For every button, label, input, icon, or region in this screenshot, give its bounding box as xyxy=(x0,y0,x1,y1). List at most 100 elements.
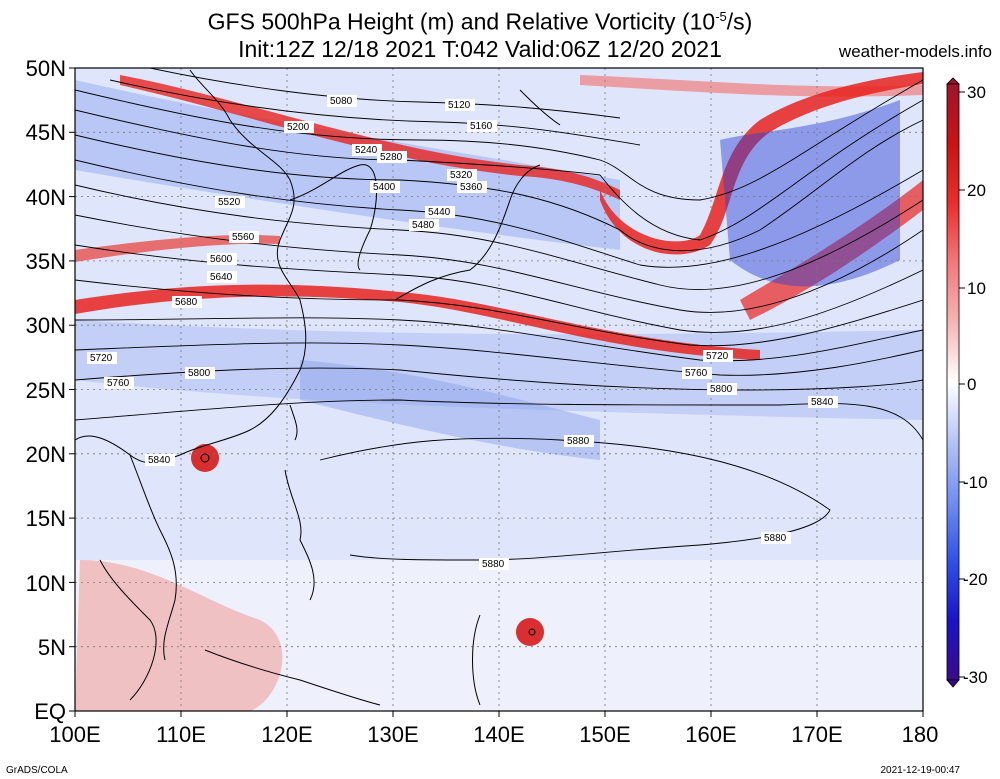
x-tick-140e: 140E xyxy=(473,722,524,747)
svg-text:5120: 5120 xyxy=(448,100,471,111)
contour-label-5720: 5720 xyxy=(87,352,117,364)
svg-text:5560: 5560 xyxy=(232,232,255,243)
y-tick-40n: 40N xyxy=(26,185,66,210)
x-tick-110e: 110E xyxy=(156,722,206,747)
contour-label-5760-east: 5760 xyxy=(682,367,712,379)
svg-text:5320: 5320 xyxy=(450,170,473,181)
colorbar: 30 20 10 0 -10 -20 -30 xyxy=(946,77,988,688)
contour-label-5120: 5120 xyxy=(445,99,475,111)
low-centers xyxy=(200,453,536,636)
colorbar-tick-30: 30 xyxy=(967,83,986,102)
svg-text:5440: 5440 xyxy=(428,207,451,218)
svg-text:5760: 5760 xyxy=(107,378,130,389)
contour-label-5600: 5600 xyxy=(207,253,237,265)
contour-label-5480: 5480 xyxy=(409,219,439,231)
contour-label-5800: 5800 xyxy=(185,367,215,379)
contour-label-5840: 5840 xyxy=(145,454,175,466)
x-tick-130e: 130E xyxy=(367,722,418,747)
svg-text:5400: 5400 xyxy=(373,182,396,193)
y-tick-35n: 35N xyxy=(26,249,66,274)
y-tick-20n: 20N xyxy=(26,442,66,467)
x-tick-180: 180 xyxy=(902,722,939,747)
colorbar-body xyxy=(946,83,960,681)
y-tick-5n: 5N xyxy=(38,635,66,660)
footer-timestamp: 2021-12-19-00:47 xyxy=(880,765,960,776)
contour-label-5880-east: 5880 xyxy=(761,532,791,544)
contour-label-5080: 5080 xyxy=(327,95,357,107)
contour-label-5320: 5320 xyxy=(447,169,477,181)
svg-text:5880: 5880 xyxy=(567,436,590,447)
svg-text:5880: 5880 xyxy=(764,533,787,544)
contour-labels: 5080 5120 5160 5200 5240 5280 5320 5360 … xyxy=(87,95,838,570)
colorbar-tick-0: 0 xyxy=(967,375,976,394)
y-tick-50n: 50N xyxy=(26,56,66,81)
colorbar-tick-20: 20 xyxy=(967,181,986,200)
svg-text:5240: 5240 xyxy=(355,145,378,156)
svg-text:5640: 5640 xyxy=(210,272,233,283)
svg-text:5600: 5600 xyxy=(210,254,233,265)
svg-text:5840: 5840 xyxy=(811,397,834,408)
contour-label-5840-east: 5840 xyxy=(808,396,838,408)
y-axis-labels: 50N 45N 40N 35N 30N 25N 20N 15N 10N 5N E… xyxy=(26,56,66,724)
contour-label-5880-south: 5880 xyxy=(479,558,509,570)
y-tick-25n: 25N xyxy=(26,378,66,403)
contour-label-5680: 5680 xyxy=(172,296,202,308)
colorbar-top-arrow xyxy=(946,77,960,85)
y-tick-15n: 15N xyxy=(26,506,66,531)
contour-label-5880: 5880 xyxy=(564,435,594,447)
contour-label-5400: 5400 xyxy=(370,181,400,193)
y-tick-10n: 10N xyxy=(26,571,66,596)
contour-label-5560: 5560 xyxy=(229,231,259,243)
chart-subtitle: Init:12Z 12/18 2021 T:042 Valid:06Z 12/2… xyxy=(238,36,722,62)
contour-label-5760: 5760 xyxy=(104,377,134,389)
contour-label-5240: 5240 xyxy=(352,144,382,156)
svg-text:5200: 5200 xyxy=(287,122,310,133)
contour-label-5160: 5160 xyxy=(467,120,497,132)
contour-label-5360: 5360 xyxy=(457,181,487,193)
svg-text:5840: 5840 xyxy=(148,455,171,466)
contour-label-5800-east: 5800 xyxy=(707,383,737,395)
svg-text:5880: 5880 xyxy=(482,559,505,570)
svg-text:5720: 5720 xyxy=(706,351,729,362)
y-tick-30n: 30N xyxy=(26,313,66,338)
colorbar-tick-minus30: -30 xyxy=(963,668,988,687)
contour-label-5640: 5640 xyxy=(207,271,237,283)
x-tick-150e: 150E xyxy=(579,722,630,747)
contour-label-5520: 5520 xyxy=(215,196,245,208)
contour-label-5280: 5280 xyxy=(377,151,407,163)
svg-text:5160: 5160 xyxy=(470,121,493,132)
x-tick-160e: 160E xyxy=(685,722,736,747)
typhoon-center-marker xyxy=(200,453,210,463)
contour-label-5200: 5200 xyxy=(284,121,314,133)
svg-text:5760: 5760 xyxy=(685,368,708,379)
coastlines xyxy=(75,69,561,706)
tropical-low-marker xyxy=(528,628,536,636)
colorbar-tick-minus10: -10 xyxy=(963,473,988,492)
footer-credit: GrADS/COLA xyxy=(6,765,68,776)
svg-text:5720: 5720 xyxy=(90,353,113,364)
graticule xyxy=(75,68,923,711)
svg-text:5680: 5680 xyxy=(175,297,198,308)
svg-text:5520: 5520 xyxy=(218,197,241,208)
svg-text:5800: 5800 xyxy=(710,384,733,395)
contour-label-5720-east: 5720 xyxy=(703,350,733,362)
svg-text:5360: 5360 xyxy=(460,182,483,193)
colorbar-bottom-arrow xyxy=(946,679,960,688)
x-tick-120e: 120E xyxy=(261,722,312,747)
contour-label-5440: 5440 xyxy=(425,206,455,218)
y-tick-eq: EQ xyxy=(34,699,66,724)
y-tick-45n: 45N xyxy=(26,120,66,145)
svg-text:5280: 5280 xyxy=(380,152,403,163)
chart-title: GFS 500hPa Height (m) and Relative Vorti… xyxy=(207,8,753,35)
svg-text:5800: 5800 xyxy=(188,368,211,379)
x-tick-170e: 170E xyxy=(791,722,842,747)
svg-text:5480: 5480 xyxy=(412,220,435,231)
colorbar-tick-10: 10 xyxy=(967,279,986,298)
svg-text:5080: 5080 xyxy=(330,96,353,107)
x-axis-labels: 100E 110E 120E 130E 140E 150E 160E 170E … xyxy=(49,722,938,747)
site-credit[interactable]: weather-models.info xyxy=(838,42,992,61)
tick-marks xyxy=(69,67,924,717)
colorbar-tick-minus20: -20 xyxy=(963,570,988,589)
x-tick-100e: 100E xyxy=(49,722,100,747)
